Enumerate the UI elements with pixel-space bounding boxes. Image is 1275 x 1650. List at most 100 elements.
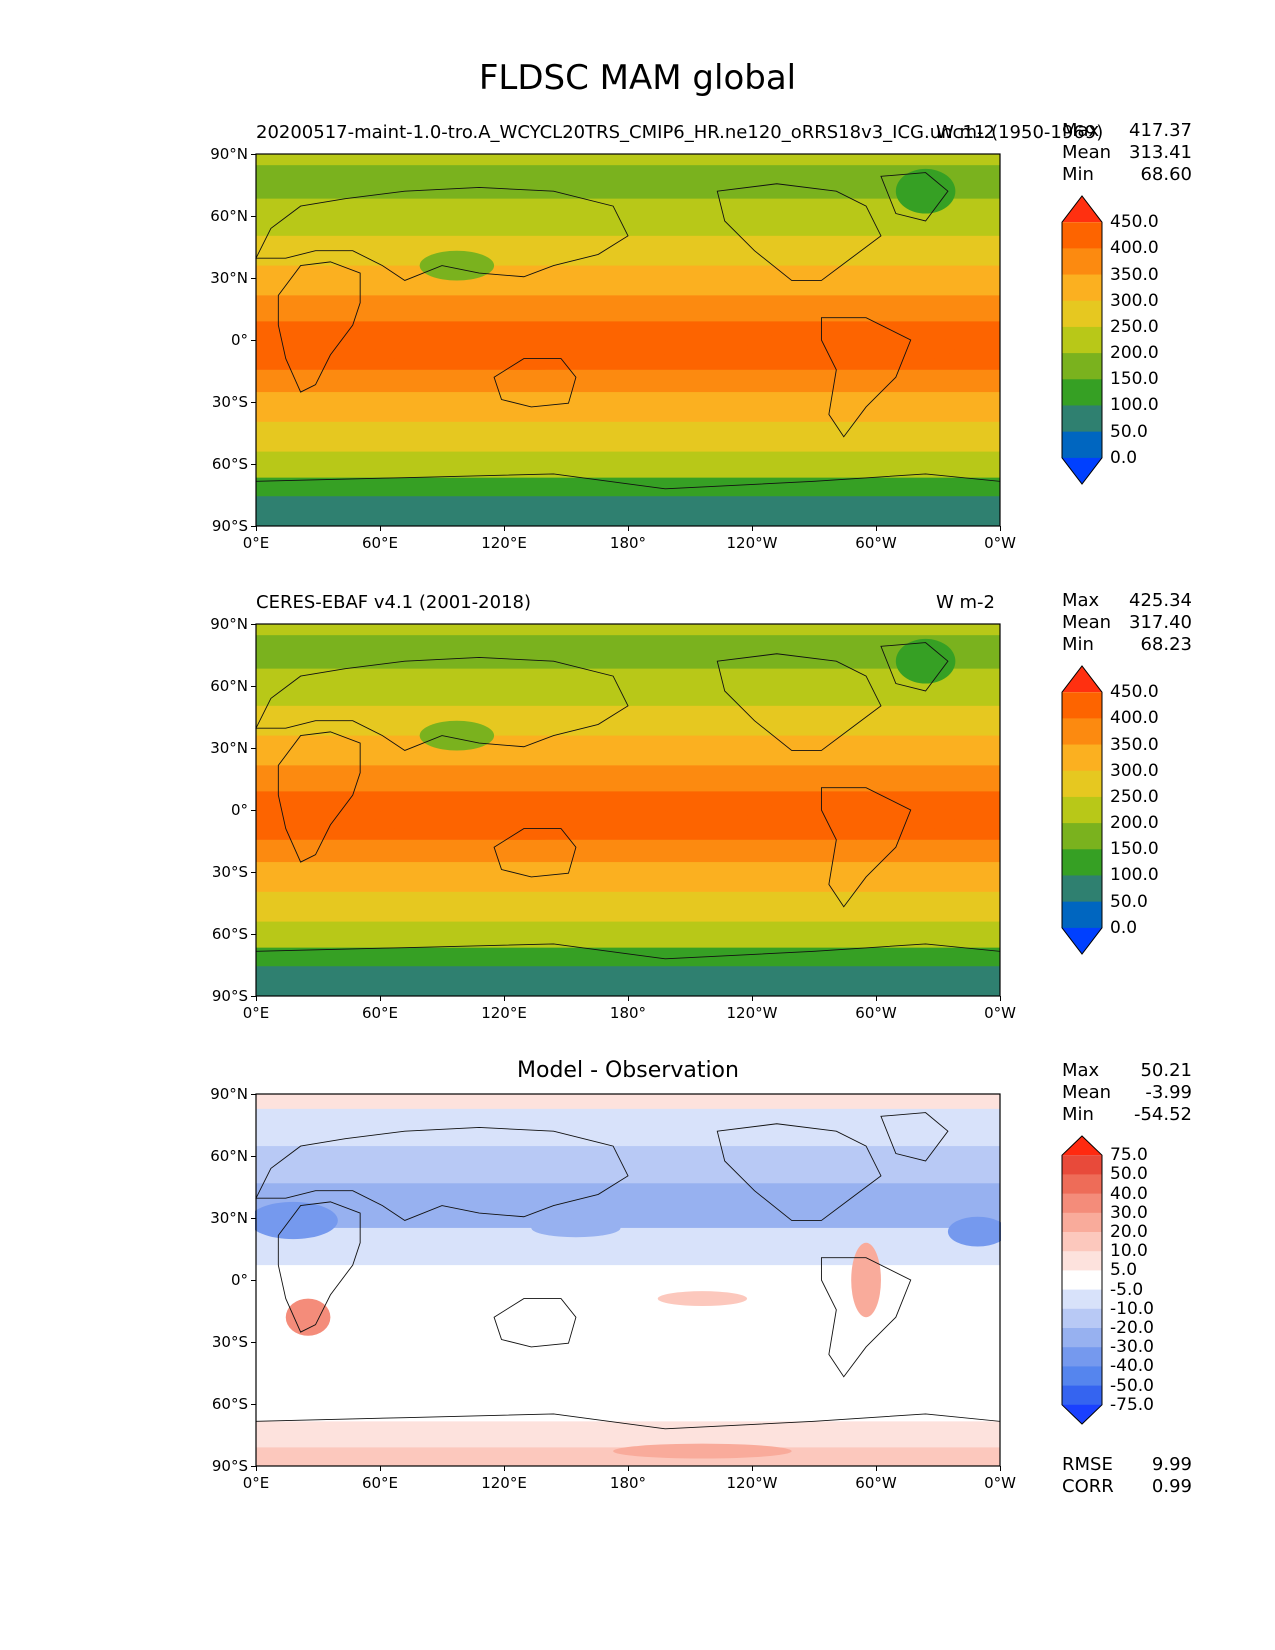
field-band: [256, 635, 1000, 670]
lon-tick-mark: [504, 996, 505, 1001]
field-anomaly: [895, 168, 956, 214]
colorbar-label: 350.0: [1110, 734, 1159, 755]
lat-tick-mark: [251, 340, 256, 341]
colorbar-label: -5.0: [1110, 1279, 1144, 1300]
colorbar-segment: [1062, 326, 1102, 354]
lon-tick-label: 180°: [609, 534, 647, 552]
field-anomaly: [375, 325, 673, 370]
coastline: [277, 731, 361, 863]
lat-tick-label: 0°: [230, 331, 248, 349]
metric-row: RMSE 9.99: [1062, 1454, 1192, 1476]
field-band: [256, 839, 1000, 863]
colorbar-segment: [1062, 1289, 1102, 1310]
stat-value: 313.41: [1129, 142, 1192, 163]
coastline: [255, 187, 629, 281]
coastline: [820, 317, 912, 438]
field-anomaly: [613, 1443, 792, 1459]
panel-center-title: Model - Observation: [517, 1058, 739, 1083]
lon-tick-label: 0°W: [984, 1004, 1016, 1022]
field-band: [256, 477, 1000, 497]
lat-tick-mark: [251, 624, 256, 625]
field-anomaly: [747, 328, 956, 367]
lat-tick-label: 0°: [230, 801, 248, 819]
lat-tick-label: 90°N: [210, 615, 248, 633]
stat-label: Mean: [1062, 142, 1112, 163]
lat-tick-label: 90°N: [210, 145, 248, 163]
field-band: [256, 921, 1000, 949]
field-anomaly: [419, 720, 495, 751]
field-band: [256, 1447, 1000, 1467]
colorbar-label: 250.0: [1110, 316, 1159, 337]
stat-value: 50.21: [1140, 1060, 1192, 1081]
colorbar-segment: [1062, 300, 1102, 328]
field-anomaly: [531, 1218, 621, 1238]
lat-tick-mark: [251, 996, 256, 997]
coastline: [880, 1112, 949, 1162]
field-band: [256, 966, 1000, 997]
field-band: [256, 1108, 1000, 1147]
coastline: [880, 642, 949, 692]
colorbar-label: 5.0: [1110, 1260, 1138, 1281]
field-band: [256, 295, 1000, 322]
lon-tick-label: 0°E: [242, 534, 270, 552]
lat-tick-label: 60°S: [211, 925, 248, 943]
field-band: [256, 451, 1000, 479]
colorbar-segment: [1062, 222, 1102, 249]
stat-value: -54.52: [1133, 1104, 1192, 1125]
map-plot: [255, 1093, 1001, 1467]
field-anomaly: [285, 1298, 331, 1336]
colorbar-segment: [1062, 849, 1102, 876]
field-band: [256, 1421, 1000, 1448]
metric-label: CORR: [1062, 1476, 1114, 1497]
metric-label: RMSE: [1062, 1454, 1113, 1475]
panel-left-title: CERES-EBAF v4.1 (2001-2018): [256, 592, 532, 613]
field-anomaly: [747, 798, 956, 837]
colorbar-label: -40.0: [1110, 1356, 1154, 1377]
metric-value: 9.99: [1151, 1454, 1192, 1475]
field-band: [256, 235, 1000, 267]
field-band: [256, 1265, 1000, 1422]
colorbar-outline: [1061, 665, 1103, 955]
colorbar-label: 400.0: [1110, 238, 1159, 259]
lat-tick-label: 60°N: [210, 1147, 248, 1165]
colorbar-segment: [1062, 431, 1102, 459]
lon-tick-label: 180°: [609, 1004, 647, 1022]
field-anomaly: [851, 1242, 881, 1318]
panel-units-label: W m-2: [936, 592, 996, 613]
colorbar-label: 100.0: [1110, 865, 1159, 886]
field-band: [256, 862, 1000, 893]
figure-title: FLDSC MAM global: [478, 58, 797, 98]
colorbar-label: -50.0: [1110, 1375, 1154, 1396]
lat-tick-label: 30°N: [210, 1209, 248, 1227]
coastline: [716, 653, 882, 751]
colorbar-outline: [1061, 1135, 1103, 1425]
lon-tick-mark: [1000, 526, 1001, 531]
lat-tick-mark: [251, 154, 256, 155]
lon-tick-label: 120°W: [726, 534, 778, 552]
map-field: [255, 153, 1001, 527]
coastline: [716, 183, 882, 281]
colorbar-segment: [1062, 1155, 1102, 1175]
colorbar-label: 250.0: [1110, 786, 1159, 807]
stat-value: -3.99: [1145, 1082, 1192, 1103]
colorbar-label: 50.0: [1110, 1164, 1148, 1185]
field-band: [256, 421, 1000, 453]
lat-tick-mark: [251, 1218, 256, 1219]
colorbar-label: 400.0: [1110, 708, 1159, 729]
lon-tick-label: 120°W: [726, 1474, 778, 1492]
map-plot: [255, 153, 1001, 527]
colorbar-segment: [1062, 353, 1102, 380]
lon-tick-label: 60°W: [855, 1474, 897, 1492]
lon-tick-mark: [628, 526, 629, 531]
coastline: [493, 828, 577, 878]
field-band: [256, 705, 1000, 737]
field-band: [256, 392, 1000, 423]
coastline: [277, 1201, 361, 1333]
colorbar-label: 450.0: [1110, 682, 1159, 703]
field-band: [256, 1227, 1000, 1266]
colorbar-segment: [1062, 901, 1102, 929]
coastline: [820, 1257, 912, 1378]
lat-tick-mark: [251, 278, 256, 279]
colorbar-segment: [1062, 744, 1102, 772]
lat-tick-label: 90°S: [211, 517, 248, 535]
